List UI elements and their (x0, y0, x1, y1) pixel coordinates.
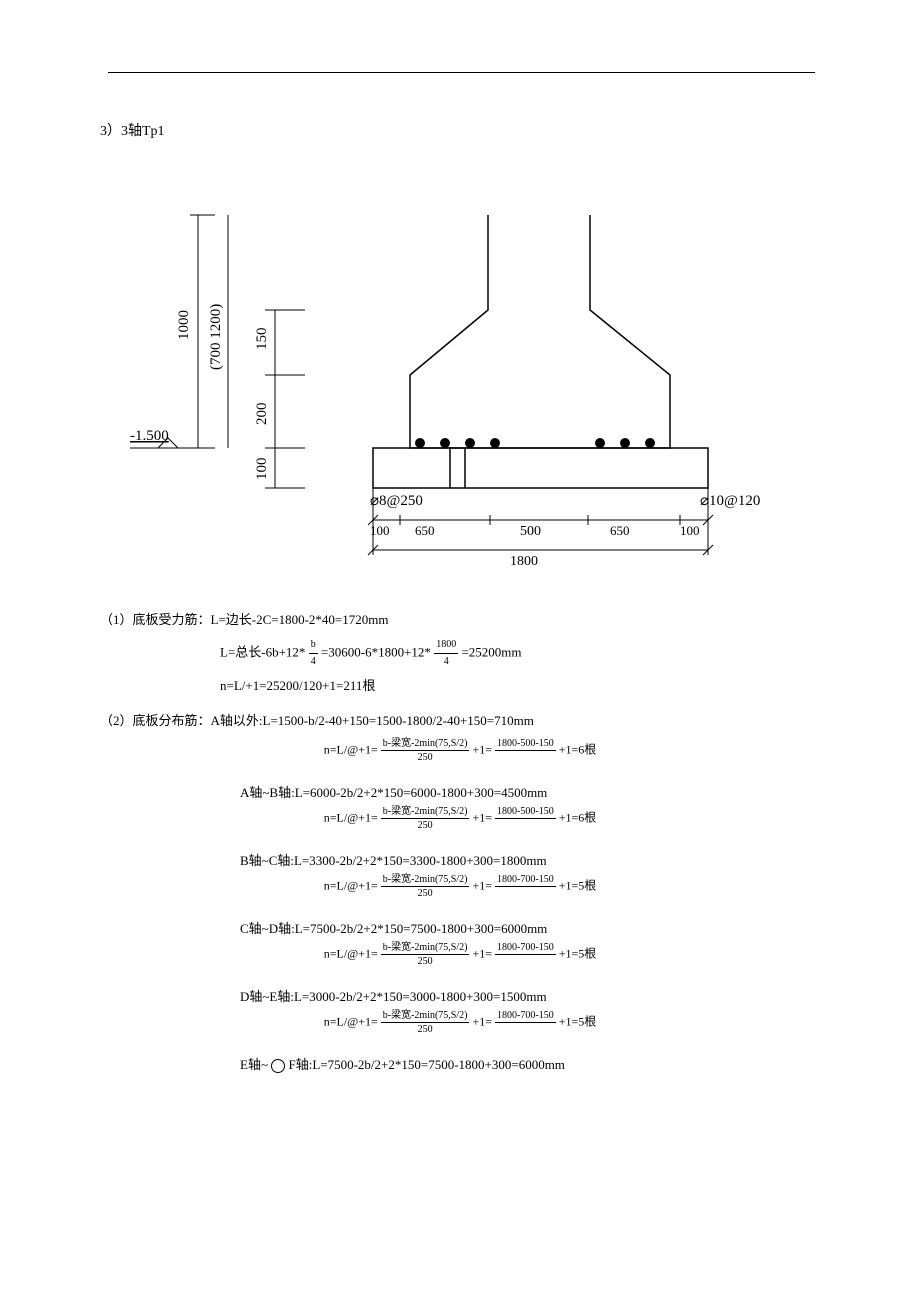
dim-100r: 100 (680, 523, 700, 538)
frac-ab2: 1800-500-150 (495, 805, 556, 832)
c1l2-pre: L=总长-6b+12* (220, 644, 305, 659)
fm-cd: +1= (472, 947, 492, 961)
fd-a2 (495, 751, 556, 764)
fd-cd: 250 (381, 955, 470, 968)
fd-cd2 (495, 955, 556, 968)
fd-de: 250 (381, 1023, 470, 1036)
fd-de2 (495, 1023, 556, 1036)
calc-2-formula-bc: n=L/@+1= b-梁宽-2min(75,S/2)250 +1= 1800-7… (80, 873, 840, 900)
fn-ab: b-梁宽-2min(75,S/2) (381, 805, 470, 819)
frac-cd: b-梁宽-2min(75,S/2)250 (381, 941, 470, 968)
fe-ab: +1=6根 (559, 811, 597, 825)
frac-ab: b-梁宽-2min(75,S/2)250 (381, 805, 470, 832)
fn-de: b-梁宽-2min(75,S/2) (381, 1009, 470, 1023)
calc-2-formula-a: n=L/@+1= b-梁宽-2min(75,S/2)250 +1= 1800-5… (80, 737, 840, 764)
fm-ab: +1= (472, 811, 492, 825)
fn-bc: b-梁宽-2min(75,S/2) (381, 873, 470, 887)
frac-cd2: 1800-700-150 (495, 941, 556, 968)
dim-500: 500 (520, 524, 541, 539)
fd-bc2 (495, 887, 556, 900)
c1l2-mid: =30600-6*1800+12* (321, 644, 431, 659)
calc-2-formula-de: n=L/@+1= b-梁宽-2min(75,S/2)250 +1= 1800-7… (80, 1009, 840, 1036)
de-title: D轴~E轴:L=3000-2b/2+2*150=3000-1800+300=15… (80, 986, 840, 1005)
fd-bc: 250 (381, 887, 470, 900)
fn-de2: 1800-700-150 (495, 1009, 556, 1023)
frac-a2: 1800-500-150 (495, 737, 556, 764)
fe-cd: +1=5根 (559, 947, 597, 961)
ab-title: A轴~B轴:L=6000-2b/2+2*150=6000-1800+300=45… (80, 782, 840, 801)
fe-bc: +1=5根 (559, 879, 597, 893)
cross-section-diagram: 1000 (700 1200) 150 200 100 -1.500 ⌀8@25… (110, 190, 810, 590)
frac-1800-4: 18004 (434, 637, 458, 670)
circle-icon (271, 1059, 285, 1073)
dim-100v: 100 (254, 458, 270, 481)
rebar-left: ⌀8@250 (370, 493, 423, 509)
section-header: 3）3轴Tp1 (80, 120, 840, 140)
fm-a: +1= (472, 743, 492, 757)
fe-de: +1=5根 (559, 1015, 597, 1029)
frac-b4: b4 (309, 637, 318, 670)
dim-100l: 100 (370, 523, 390, 538)
fn-a2: 1800-500-150 (495, 737, 556, 751)
elevation: -1.500 (130, 428, 169, 444)
f-pre-a: n=L/@+1= (324, 743, 378, 757)
frac-b4-den: 4 (309, 654, 318, 670)
f2n: 1800 (434, 637, 458, 654)
calc-2-label: （2）底板分布筋：A轴以外:L=1500-b/2-40+150=1500-180… (80, 711, 840, 732)
ef-post: F轴:L=7500-2b/2+2*150=7500-1800+300=6000m… (288, 1057, 564, 1072)
fe-a: +1=6根 (559, 743, 597, 757)
frac-bc2: 1800-700-150 (495, 873, 556, 900)
c1l2-end: =25200mm (461, 644, 521, 659)
fn-bc2: 1800-700-150 (495, 873, 556, 887)
fm-de: +1= (472, 1015, 492, 1029)
dim-150: 150 (254, 328, 270, 351)
dim-1800: 1800 (510, 554, 538, 569)
dim-650r: 650 (610, 523, 630, 538)
dim-200: 200 (254, 403, 270, 426)
rebar-right: ⌀10@120 (700, 493, 760, 509)
dim-650l: 650 (415, 523, 435, 538)
frac-bc: b-梁宽-2min(75,S/2)250 (381, 873, 470, 900)
calc-1-label: （1）底板受力筋：L=边长-2C=1800-2*40=1720mm (80, 610, 840, 631)
calc-1-line2: L=总长-6b+12* b4 =30600-6*1800+12* 18004 =… (80, 637, 840, 670)
fn-a: b-梁宽-2min(75,S/2) (381, 737, 470, 751)
f-pre-de: n=L/@+1= (324, 1015, 378, 1029)
f-pre-bc: n=L/@+1= (324, 879, 378, 893)
ef-title: E轴~ F轴:L=7500-2b/2+2*150=7500-1800+300=6… (80, 1054, 840, 1073)
frac-a: b-梁宽-2min(75,S/2)250 (381, 737, 470, 764)
fd-a: 250 (381, 751, 470, 764)
fd-ab2 (495, 819, 556, 832)
calculations: （1）底板受力筋：L=边长-2C=1800-2*40=1720mm L=总长-6… (80, 610, 840, 1073)
fn-ab2: 1800-500-150 (495, 805, 556, 819)
frac-de2: 1800-700-150 (495, 1009, 556, 1036)
fn-cd2: 1800-700-150 (495, 941, 556, 955)
diagram-svg: 1000 (700 1200) 150 200 100 -1.500 ⌀8@25… (110, 190, 810, 590)
calc-2-formula-ab: n=L/@+1= b-梁宽-2min(75,S/2)250 +1= 1800-5… (80, 805, 840, 832)
ef-pre: E轴~ (240, 1057, 268, 1072)
frac-b4-num: b (309, 637, 318, 654)
bc-title: B轴~C轴:L=3300-2b/2+2*150=3300-1800+300=18… (80, 850, 840, 869)
cd-title: C轴~D轴:L=7500-2b/2+2*150=7500-1800+300=60… (80, 918, 840, 937)
dim-700-1200: (700 1200) (208, 304, 224, 370)
f-pre-ab: n=L/@+1= (324, 811, 378, 825)
fm-bc: +1= (472, 879, 492, 893)
fn-cd: b-梁宽-2min(75,S/2) (381, 941, 470, 955)
calc-2-formula-cd: n=L/@+1= b-梁宽-2min(75,S/2)250 +1= 1800-7… (80, 941, 840, 968)
f-pre-cd: n=L/@+1= (324, 947, 378, 961)
dim-1000: 1000 (176, 310, 192, 340)
f2d: 4 (434, 654, 458, 670)
fd-ab: 250 (381, 819, 470, 832)
frac-de: b-梁宽-2min(75,S/2)250 (381, 1009, 470, 1036)
calc-1-line3: n=L/+1=25200/120+1=211根 (80, 676, 840, 697)
top-rule (108, 72, 815, 73)
